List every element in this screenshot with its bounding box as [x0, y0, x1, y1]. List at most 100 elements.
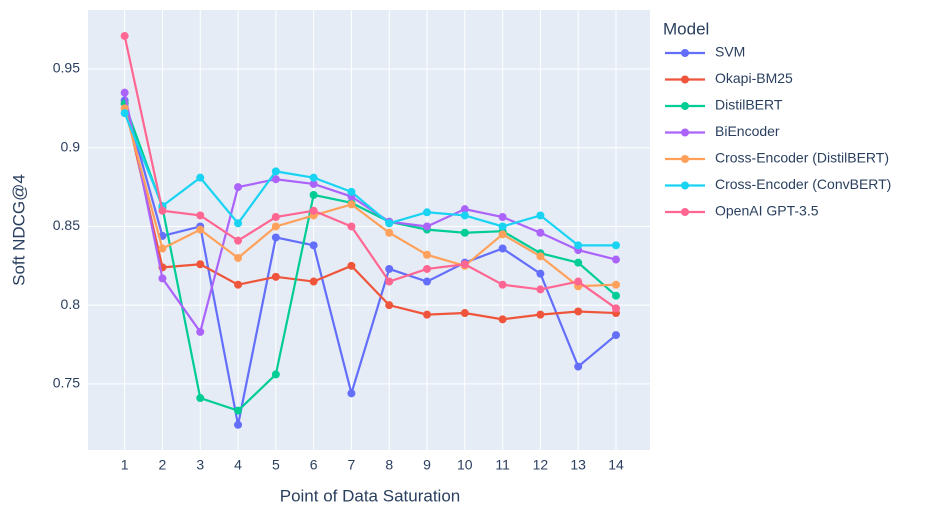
- series-line: [123, 112, 616, 247]
- x-tick-label: 1: [121, 457, 129, 473]
- data-point: [196, 394, 205, 403]
- data-point: [196, 225, 205, 234]
- x-tick-label: 9: [423, 457, 431, 473]
- data-point: [385, 264, 394, 273]
- data-point: [574, 307, 583, 316]
- series-line: [123, 108, 617, 288]
- data-point: [234, 236, 243, 245]
- data-point: [347, 389, 356, 398]
- x-tick-label: 12: [533, 457, 549, 473]
- data-point: [611, 291, 620, 300]
- legend-marker: [681, 155, 689, 163]
- data-point: [271, 233, 280, 242]
- data-point: [536, 269, 545, 278]
- series-line: [123, 103, 617, 412]
- series-line: [123, 103, 617, 321]
- data-point: [309, 241, 318, 250]
- legend-marker: [681, 181, 689, 190]
- data-point: [611, 304, 620, 313]
- x-tick-label: 2: [159, 457, 167, 473]
- x-tick-label: 6: [310, 457, 318, 473]
- series-line: [123, 100, 617, 426]
- x-tick-label: 14: [608, 457, 624, 473]
- y-tick-label: 0.8: [61, 296, 81, 312]
- data-point: [120, 109, 129, 118]
- data-point: [271, 370, 280, 379]
- data-point: [423, 310, 432, 319]
- data-point: [536, 285, 545, 294]
- legend-label: SVM: [715, 44, 745, 60]
- data-point: [536, 228, 545, 237]
- data-point: [498, 315, 507, 324]
- legend-label: Cross-Encoder (DistilBERT): [715, 150, 889, 166]
- data-point: [460, 228, 469, 237]
- legend-marker: [681, 49, 689, 57]
- legend-label: OpenAI GPT-3.5: [715, 203, 819, 219]
- data-point: [158, 206, 167, 215]
- data-point: [120, 88, 129, 97]
- data-point: [234, 406, 243, 415]
- y-tick-label: 0.85: [53, 217, 80, 233]
- data-point: [309, 277, 318, 286]
- data-point: [385, 301, 394, 310]
- y-tick-label: 0.9: [61, 138, 81, 154]
- data-point: [536, 211, 545, 220]
- data-point: [196, 327, 205, 336]
- data-point: [347, 222, 356, 231]
- data-point: [271, 213, 280, 222]
- x-tick-label: 10: [457, 457, 473, 473]
- data-point: [347, 261, 356, 270]
- series-line: [123, 35, 617, 310]
- legend-marker: [681, 75, 689, 84]
- data-point: [423, 208, 432, 217]
- y-axis-title: Soft NDCG@4: [9, 174, 28, 286]
- legend-label: DistilBERT: [715, 97, 783, 113]
- legend-title: Model: [663, 19, 709, 38]
- legend-marker: [681, 208, 689, 216]
- data-point: [234, 219, 243, 228]
- legend-label: BiEncoder: [715, 123, 780, 139]
- data-point: [498, 244, 507, 253]
- data-point: [196, 260, 205, 269]
- x-tick-label: 13: [570, 457, 586, 473]
- data-point: [385, 219, 394, 228]
- x-axis-title: Point of Data Saturation: [280, 486, 461, 505]
- data-point: [158, 274, 167, 283]
- legend-label: Cross-Encoder (ConvBERT): [715, 176, 891, 192]
- legend-marker: [681, 102, 689, 110]
- data-point: [271, 222, 280, 231]
- data-point: [158, 244, 167, 253]
- data-point: [309, 190, 318, 199]
- data-point: [120, 31, 129, 40]
- data-point: [611, 241, 620, 250]
- x-tick-label: 7: [348, 457, 356, 473]
- data-point: [309, 179, 318, 188]
- x-tick-label: 5: [272, 457, 280, 473]
- data-point: [611, 280, 620, 289]
- data-point: [234, 280, 243, 289]
- data-point: [423, 277, 432, 286]
- data-point: [423, 264, 432, 273]
- x-tick-label: 3: [196, 457, 204, 473]
- data-point: [611, 255, 620, 264]
- y-tick-label: 0.75: [53, 375, 80, 391]
- data-point: [234, 420, 243, 429]
- data-point: [460, 205, 469, 214]
- data-point: [536, 310, 545, 319]
- data-point: [498, 230, 507, 239]
- data-point: [536, 252, 545, 261]
- data-point: [460, 260, 469, 269]
- data-point: [309, 173, 318, 182]
- legend-label: Okapi-BM25: [715, 70, 793, 86]
- data-point: [498, 222, 507, 231]
- data-point: [574, 241, 583, 250]
- data-point: [234, 253, 243, 262]
- x-tick-label: 8: [385, 457, 393, 473]
- series-line: [123, 92, 617, 335]
- data-point: [498, 213, 507, 222]
- data-point: [196, 211, 205, 220]
- data-point: [574, 277, 583, 286]
- data-point: [271, 167, 280, 176]
- data-point: [611, 331, 620, 340]
- data-point: [574, 362, 583, 371]
